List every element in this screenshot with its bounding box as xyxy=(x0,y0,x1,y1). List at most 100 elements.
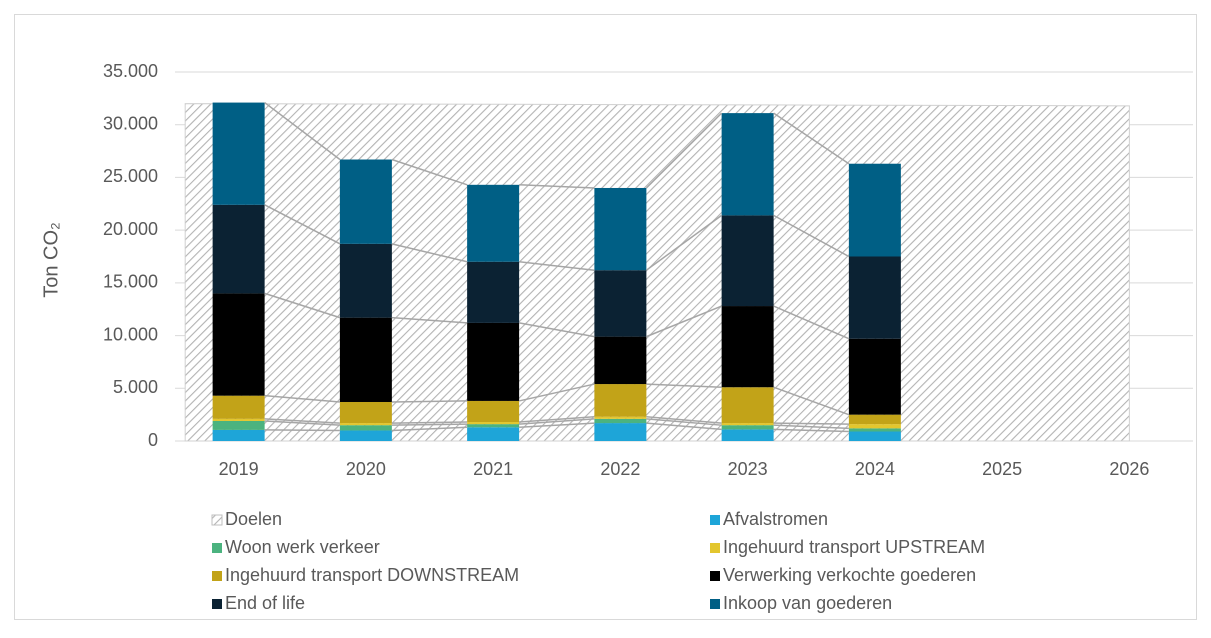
series-line xyxy=(264,420,340,426)
bar-segment xyxy=(848,424,901,429)
series-line xyxy=(264,394,340,403)
series-line xyxy=(391,423,468,426)
bar-segment xyxy=(339,430,392,441)
series-line xyxy=(773,386,850,416)
bar-segment xyxy=(848,428,901,432)
bar-segment xyxy=(339,159,392,244)
legend-swatch xyxy=(710,543,720,553)
series-line xyxy=(773,112,850,165)
legend-label: Inkoop van goederen xyxy=(723,593,892,613)
bar-segment xyxy=(594,416,647,419)
x-tick-label: 2019 xyxy=(219,459,259,479)
series-line xyxy=(391,426,468,432)
bar-segment xyxy=(467,322,520,401)
bar-segment xyxy=(212,102,265,205)
bar-segment xyxy=(721,425,774,430)
y-tick-label: 30.000 xyxy=(103,113,158,133)
series-line xyxy=(645,112,723,189)
x-tick-label: 2024 xyxy=(855,459,895,479)
bar-segment xyxy=(467,427,520,441)
series-line xyxy=(646,416,722,424)
bar-segment xyxy=(467,400,520,423)
legend-swatch xyxy=(212,543,222,553)
legend-label: Doelen xyxy=(225,509,282,529)
bar-segment xyxy=(467,424,520,428)
series-line xyxy=(773,214,850,258)
x-tick-label: 2022 xyxy=(600,459,640,479)
series-line xyxy=(264,292,341,319)
series-line xyxy=(646,383,722,388)
bar-segment xyxy=(848,414,901,425)
bar-segment xyxy=(212,429,265,441)
bar-segment xyxy=(848,431,901,441)
series-line xyxy=(518,322,595,338)
bar-segment xyxy=(721,306,774,388)
legend-swatch xyxy=(212,571,222,581)
x-tick-label: 2023 xyxy=(728,459,768,479)
x-tick-label: 2021 xyxy=(473,459,513,479)
bar-segment xyxy=(212,395,265,419)
series-line xyxy=(519,418,595,425)
bar-segment xyxy=(594,270,647,337)
bar-segment xyxy=(721,423,774,426)
series-line xyxy=(645,214,723,271)
bar-segment xyxy=(339,243,392,318)
bar-segment xyxy=(212,204,265,294)
legend-label: Afvalstromen xyxy=(723,509,828,529)
bar-segment xyxy=(594,418,647,424)
series-line xyxy=(519,416,595,423)
legend-label: Ingehuurd transport DOWNSTREAM xyxy=(225,565,519,585)
series-line xyxy=(264,418,340,424)
legend-label: Verwerking verkochte goederen xyxy=(723,565,976,585)
y-tick-label: 10.000 xyxy=(103,324,158,344)
legend-label: End of life xyxy=(225,593,305,613)
series-line xyxy=(518,383,595,402)
series-line xyxy=(646,418,722,426)
series-line xyxy=(391,158,468,186)
y-axis-label: Ton CO₂ xyxy=(40,222,62,298)
bar-segment xyxy=(339,423,392,426)
bar-segment xyxy=(721,113,774,216)
series-line xyxy=(391,421,468,424)
series-line xyxy=(391,400,468,403)
bar-segment xyxy=(339,401,392,424)
x-tick-label: 2026 xyxy=(1109,459,1149,479)
bar-segment xyxy=(212,418,265,421)
bar-segment xyxy=(848,338,901,415)
legend-swatch xyxy=(212,599,222,609)
y-tick-label: 0 xyxy=(148,430,158,450)
x-tick-label: 2020 xyxy=(346,459,386,479)
series-line xyxy=(264,429,340,432)
bar-segment xyxy=(594,187,647,271)
series-line xyxy=(773,424,849,430)
series-line xyxy=(264,204,341,245)
bar-segment xyxy=(594,423,647,441)
bar-segment xyxy=(848,256,901,339)
series-line xyxy=(264,101,341,161)
series-line xyxy=(646,422,722,431)
bar-segment xyxy=(467,422,520,425)
series-line xyxy=(773,305,850,340)
legend-swatch xyxy=(710,599,720,609)
series-line xyxy=(646,305,722,338)
series-line xyxy=(519,184,595,189)
bar-segment xyxy=(212,293,265,396)
series-line xyxy=(773,428,849,433)
legend-swatch xyxy=(710,515,720,525)
bar-segment xyxy=(594,336,647,385)
bar-segment xyxy=(721,387,774,424)
y-tick-label: 5.000 xyxy=(113,377,158,397)
series-line xyxy=(773,422,849,425)
bar-segment xyxy=(212,420,265,430)
series-line xyxy=(519,261,595,271)
series-line xyxy=(391,243,468,263)
y-tick-label: 20.000 xyxy=(103,219,158,239)
y-tick-label: 35.000 xyxy=(103,61,158,81)
bar-segment xyxy=(721,215,774,307)
bar-segment xyxy=(467,184,520,262)
legend-label: Woon werk verkeer xyxy=(225,537,380,557)
series-line xyxy=(519,422,595,429)
y-tick-label: 15.000 xyxy=(103,272,158,292)
